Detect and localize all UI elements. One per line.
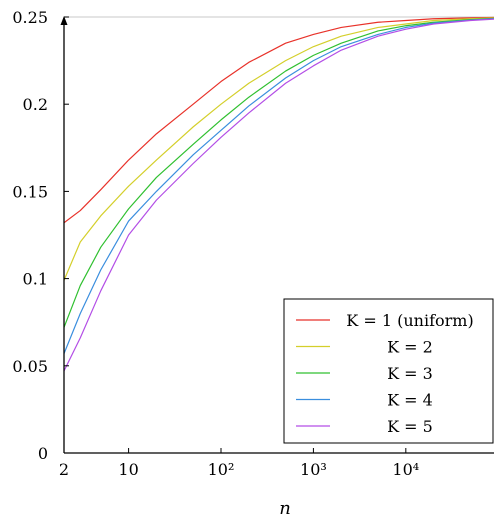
series-line-5 — [64, 18, 494, 372]
legend: K = 1 (uniform) K = 2 K = 3 K = 4 K = 5 — [283, 298, 494, 444]
x-tick-label: 2 — [59, 460, 69, 479]
x-tick-label: 10³ — [300, 460, 327, 479]
y-axis-arrow — [60, 16, 68, 25]
y-tick-label: 0.1 — [23, 270, 48, 289]
x-axis-ticks: 2 10 10² 10³ 10⁴ — [59, 448, 419, 479]
series-lines — [64, 16, 494, 372]
y-tick-label: 0.15 — [12, 182, 48, 201]
y-axis-ticks: 0 0.05 0.1 0.15 0.2 0.25 — [12, 8, 69, 463]
x-axis-label: n — [279, 498, 291, 519]
legend-entry-label: K = 2 — [387, 338, 433, 357]
series-line-3 — [64, 17, 494, 328]
series-line-2 — [64, 17, 494, 281]
y-tick-label: 0.05 — [12, 357, 48, 376]
series-line-4 — [64, 18, 494, 354]
y-tick-label: 0.25 — [12, 8, 48, 27]
legend-entry-label: K = 5 — [387, 417, 433, 436]
y-tick-label: 0 — [38, 444, 48, 463]
legend-box — [283, 298, 494, 444]
series-line-1 — [64, 16, 494, 224]
x-tick-label: 10² — [208, 460, 235, 479]
x-tick-label: 10 — [118, 460, 138, 479]
legend-entry-label: K = 3 — [387, 364, 433, 383]
x-tick-label: 10⁴ — [392, 460, 419, 479]
y-tick-label: 0.2 — [23, 95, 48, 114]
legend-entry-label: K = 4 — [387, 391, 433, 410]
axes — [60, 16, 494, 454]
legend-entry-label: K = 1 (uniform) — [346, 311, 473, 330]
